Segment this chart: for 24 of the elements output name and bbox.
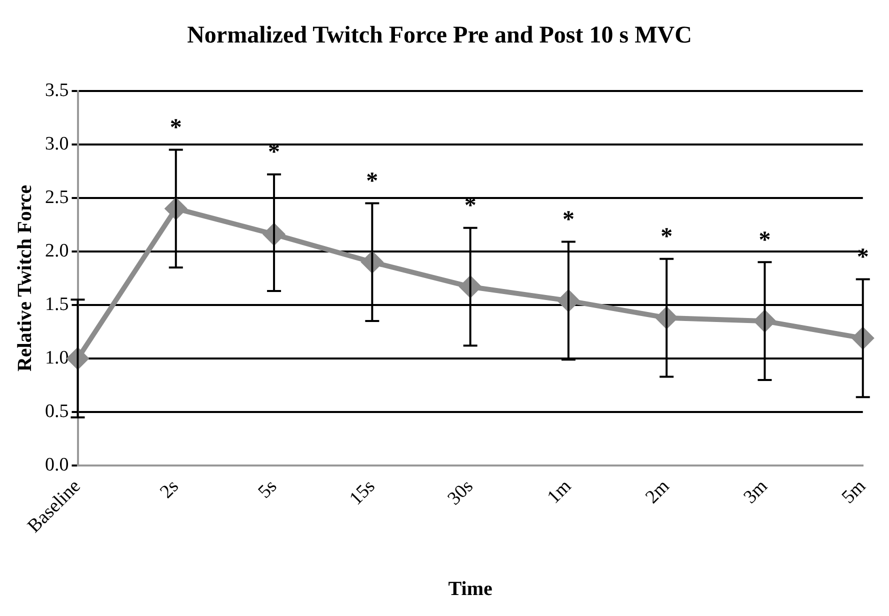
y-tick-label: 3.0 — [45, 133, 69, 154]
annotation: * — [366, 168, 378, 194]
x-tick-label: 5m — [838, 476, 870, 508]
y-tick-label: 0.5 — [45, 401, 69, 422]
annotation: * — [660, 224, 673, 250]
annotation: * — [562, 207, 574, 233]
x-tick-label: 2m — [642, 476, 674, 508]
annotation: * — [170, 114, 182, 141]
x-axis-title: Time — [448, 578, 492, 600]
x-tick-label: 1m — [543, 476, 576, 508]
y-axis-title: Relative Twitch Force — [14, 184, 36, 372]
y-tick-label: 2.5 — [45, 186, 69, 208]
x-tick-label: 2s — [156, 476, 183, 503]
x-tick-label: 30s — [444, 476, 478, 510]
y-tick-label: 1.5 — [45, 294, 69, 315]
y-tick-label: 0.0 — [45, 454, 69, 476]
y-tick-label: 2.0 — [45, 240, 69, 262]
y-tick-label: 3.5 — [45, 80, 69, 101]
x-tick-label: 5s — [254, 476, 282, 503]
x-tick-label: 15s — [346, 476, 380, 510]
x-tick-label: 3m — [740, 476, 772, 508]
chart-title: Normalized Twitch Force Pre and Post 10 s MVC — [187, 22, 692, 49]
annotation: * — [758, 227, 771, 254]
y-tick-label: 1.0 — [45, 348, 69, 369]
